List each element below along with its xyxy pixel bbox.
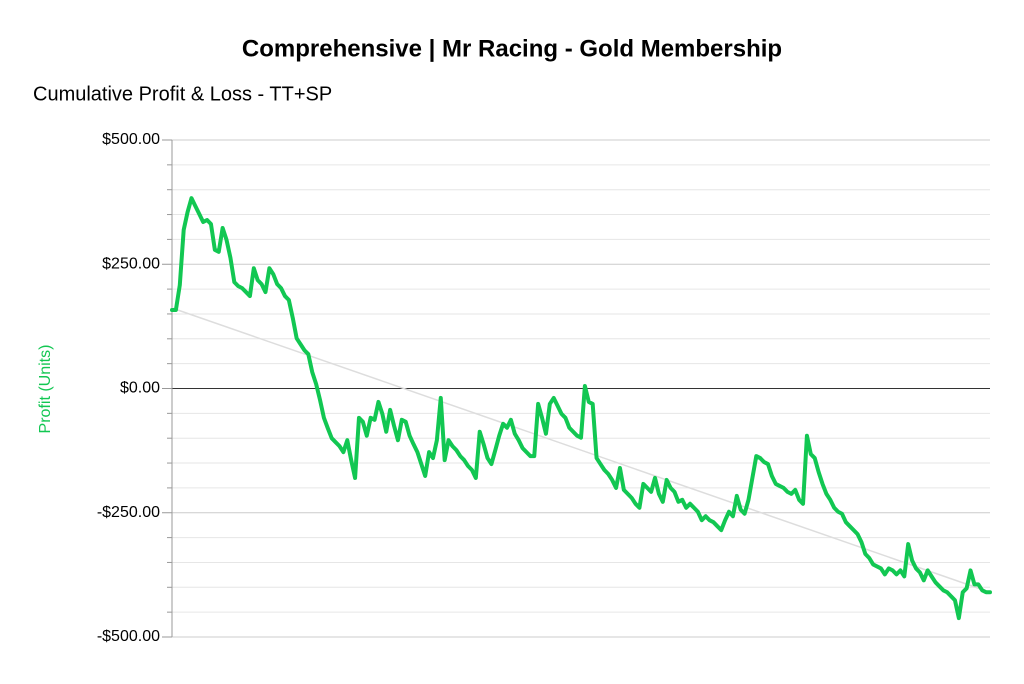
y-tick-label: -$250.00	[97, 504, 160, 521]
trend-line	[171, 307, 991, 593]
y-axis-label: Profit (Units)	[37, 345, 54, 434]
series-line	[170, 196, 992, 621]
y-tick-label: -$500.00	[97, 628, 160, 645]
chart-subtitle: Cumulative Profit & Loss - TT+SP	[33, 83, 332, 105]
y-tick-label: $500.00	[102, 131, 160, 148]
y-tick-label: $0.00	[120, 380, 160, 397]
y-tick-label: $250.00	[102, 255, 160, 272]
chart-title: Comprehensive | Mr Racing - Gold Members…	[242, 35, 782, 62]
